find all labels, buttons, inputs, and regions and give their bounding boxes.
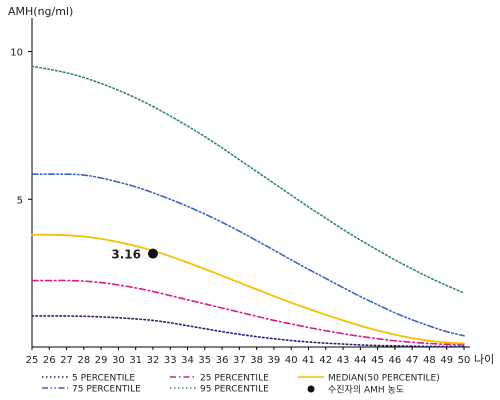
x-tick-label: 32 (147, 355, 160, 366)
legend-label-3: 75 PERCENTILE (72, 385, 141, 395)
x-tick-label: 40 (285, 355, 298, 366)
series-line-4 (31, 65, 465, 294)
series-line-2 (31, 233, 465, 345)
x-tick-label: 38 (250, 355, 263, 366)
x-tick-label: 35 (198, 355, 211, 366)
x-tick-label: 30 (112, 355, 125, 366)
series-line-0 (31, 315, 465, 348)
x-axis-label: 나이 (474, 353, 494, 366)
x-tick-label: 47 (406, 355, 419, 366)
x-tick-label: 26 (43, 355, 56, 366)
x-tick-label: 43 (337, 355, 350, 366)
series-line-1 (31, 279, 465, 346)
patient-amh-label: 3.16 (111, 248, 141, 262)
x-tick-label: 25 (26, 355, 39, 366)
x-tick-label: 48 (423, 355, 436, 366)
x-tick-label: 50 (458, 355, 471, 366)
x-tick-label: 36 (216, 355, 229, 366)
x-tick-label: 31 (129, 355, 142, 366)
patient-amh-point (147, 248, 158, 259)
x-tick-label: 28 (77, 355, 90, 366)
x-tick-label: 29 (95, 355, 108, 366)
legend-label-marker: 수진자의 AMH 농도 (328, 385, 404, 396)
x-tick-label: 44 (354, 355, 367, 366)
x-tick-label: 39 (268, 355, 281, 366)
x-tick-label: 46 (389, 355, 402, 366)
y-tick-label: 10 (10, 48, 23, 59)
x-tick-label: 33 (164, 355, 177, 366)
y-tick-label: 5 (17, 195, 23, 206)
legend-label-0: 5 PERCENTILE (72, 374, 135, 384)
legend-label-1: 25 PERCENTILE (200, 374, 269, 384)
x-tick-label: 42 (319, 355, 332, 366)
legend-marker-swatch (307, 385, 315, 393)
x-tick-label: 34 (181, 355, 194, 366)
legend: 5 PERCENTILE 25 PERCENTILE MEDIAN(50 PERCE… (42, 374, 440, 396)
plot-area: 5 10 25 26 27 28 29 30 31 32 33 34 35 36 37 38 39 40 41 42 4… (10, 18, 470, 366)
x-tick-label: 45 (371, 355, 384, 366)
series-line-3 (31, 173, 465, 337)
y-axis-label: AMH(ng/ml) (8, 5, 73, 18)
x-tick-label: 27 (60, 355, 73, 366)
x-tick-label: 49 (440, 355, 453, 366)
legend-label-4: 95 PERCENTILE (200, 385, 269, 395)
legend-label-2: MEDIAN(50 PERCENTILE) (328, 374, 440, 384)
x-tick-label: 37 (233, 355, 246, 366)
x-tick-label: 41 (302, 355, 315, 366)
